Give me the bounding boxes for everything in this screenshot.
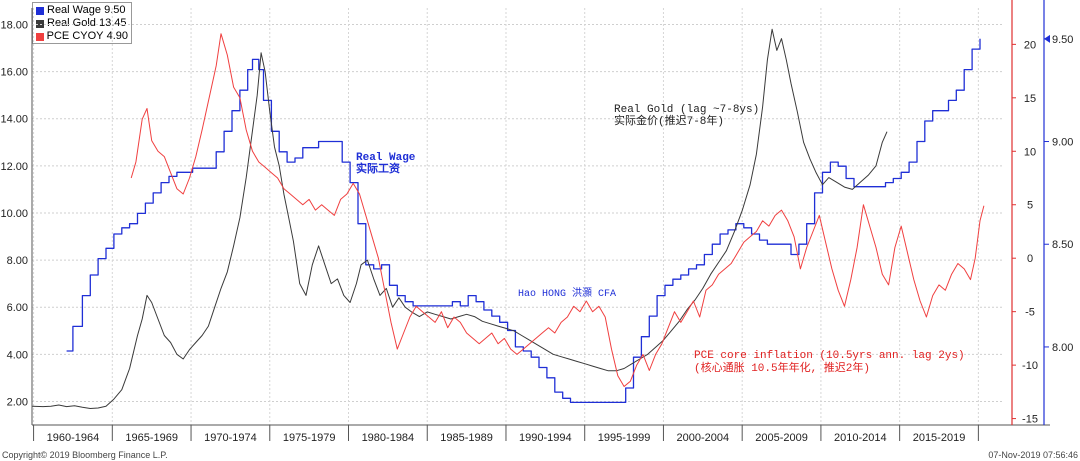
right-tick-label: 8.50 — [1052, 239, 1073, 251]
legend-value-real-wage: 9.50 — [104, 4, 126, 16]
legend-swatch-pce — [36, 32, 44, 41]
left-tick-label: 16.00 — [0, 67, 28, 79]
gridlines — [32, 8, 1002, 425]
legend-value-real-gold: 13.45 — [98, 17, 127, 29]
copyright-text: Copyright© 2019 Bloomberg Finance L.P. — [2, 450, 168, 460]
x-tick-label: 1970-1974 — [204, 432, 257, 444]
series-line-pce-cyoy — [130, 33, 985, 387]
series-line-real-gold — [31, 28, 888, 409]
left-tick-label: 8.00 — [7, 255, 28, 267]
x-tick-label: 1965-1969 — [125, 432, 178, 444]
right-axis-value-marker — [1044, 34, 1050, 43]
legend-swatch-real-gold — [36, 19, 44, 28]
left-tick-label: 10.00 — [0, 208, 28, 220]
series-lines — [31, 28, 985, 409]
legend-label-pce: PCE CYOY — [46, 30, 104, 42]
left-tick-label: 12.00 — [0, 161, 28, 173]
left-tick-label: 6.00 — [7, 302, 28, 314]
left-tick-label: 14.00 — [0, 114, 28, 126]
middle-tick-label: -5 — [1025, 307, 1035, 319]
series-line-real-wage — [66, 38, 981, 404]
left-tick-label: 18.00 — [0, 19, 28, 31]
annotation-text: (核心通胀 10.5年年化, 推迟2年) — [694, 360, 870, 375]
legend-item-real-gold: Real Gold 13.45 — [36, 17, 128, 30]
middle-tick-label: 0 — [1027, 253, 1033, 265]
middle-tick-label: 10 — [1024, 146, 1036, 158]
x-tick-label: 1975-1979 — [283, 432, 336, 444]
middle-tick-label: 20 — [1024, 39, 1036, 51]
right-tick-label: 8.00 — [1052, 342, 1073, 354]
annotation-text: Hao HONG 洪灝 CFA — [518, 287, 616, 300]
legend-swatch-real-wage — [36, 6, 44, 15]
timestamp-text: 07-Nov-2019 07:56:46 — [988, 450, 1078, 460]
middle-tick-label: 15 — [1024, 93, 1036, 105]
right-tick-label: 9.50 — [1052, 34, 1073, 46]
legend: Real Wage 9.50 Real Gold 13.45 PCE CYOY … — [32, 2, 132, 44]
right-tick-label: 9.00 — [1052, 137, 1073, 149]
annotation-text: PCE core inflation (10.5yrs ann. lag 2ys… — [694, 350, 965, 362]
x-tick-label: 1985-1989 — [440, 432, 493, 444]
x-tick-label: 1980-1984 — [362, 432, 415, 444]
annotation-text: Real Gold (lag ~7-8ys) — [614, 104, 759, 116]
x-tick-label: 2000-2004 — [677, 432, 730, 444]
left-tick-label: 2.00 — [7, 396, 28, 408]
legend-label-real-wage: Real Wage — [47, 4, 102, 16]
middle-tick-label: -10 — [1022, 360, 1038, 372]
middle-tick-label: 5 — [1027, 200, 1033, 212]
x-tick-label: 1990-1994 — [519, 432, 572, 444]
left-tick-label: 4.00 — [7, 349, 28, 361]
axes: 2.00 4.00 6.00 8.00 10.00 12.00 14.00 16.00 18.0… — [0, 0, 1073, 444]
x-tick-label: 2015-2019 — [913, 432, 966, 444]
legend-label-real-gold: Real Gold — [47, 17, 96, 29]
x-tick-label: 2010-2014 — [834, 432, 887, 444]
annotation-text: 实际金价(推迟7-8年) — [614, 113, 724, 128]
annotation-text: Real Wage — [356, 152, 416, 164]
legend-item-real-wage: Real Wage 9.50 — [36, 4, 128, 17]
x-tick-label: 1995-1999 — [598, 432, 651, 444]
middle-tick-label: -15 — [1022, 414, 1038, 426]
legend-item-pce: PCE CYOY 4.90 — [36, 30, 128, 43]
annotation-text: 实际工资 — [356, 161, 400, 176]
x-tick-label: 2005-2009 — [755, 432, 808, 444]
x-tick-label: 1960-1964 — [47, 432, 100, 444]
